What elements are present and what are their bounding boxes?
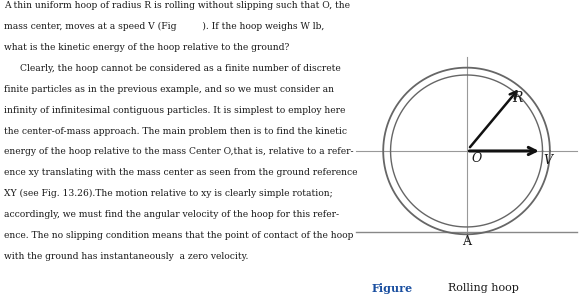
Text: Rolling hoop: Rolling hoop <box>448 283 518 293</box>
Text: mass center, moves at a speed V (Fig         ). If the hoop weighs W lb,: mass center, moves at a speed V (Fig ). … <box>4 22 324 31</box>
Text: with the ground has instantaneously  a zero velocity.: with the ground has instantaneously a ze… <box>4 252 248 261</box>
Text: A: A <box>462 235 471 248</box>
Text: Figure: Figure <box>372 283 413 294</box>
Text: finite particles as in the previous example, and so we must consider an: finite particles as in the previous exam… <box>4 85 333 94</box>
Text: infinity of infinitesimal contiguous particles. It is simplest to employ here: infinity of infinitesimal contiguous par… <box>4 106 345 115</box>
Text: energy of the hoop relative to the mass Center O,that is, relative to a refer-: energy of the hoop relative to the mass … <box>4 147 353 156</box>
Text: Clearly, the hoop cannot be considered as a finite number of discrete: Clearly, the hoop cannot be considered a… <box>20 64 340 73</box>
Text: ence xy translating with the mass center as seen from the ground reference: ence xy translating with the mass center… <box>4 168 357 177</box>
Text: accordingly, we must find the angular velocity of the hoop for this refer-: accordingly, we must find the angular ve… <box>4 210 339 219</box>
Text: V: V <box>543 154 552 167</box>
Text: A thin uniform hoop of radius R is rolling without slipping such that O, the: A thin uniform hoop of radius R is rolli… <box>4 2 350 10</box>
Text: R: R <box>512 91 523 105</box>
Text: the center-of-mass approach. The main problem then is to find the kinetic: the center-of-mass approach. The main pr… <box>4 127 346 135</box>
Text: XY (see Fig. 13.26).The motion relative to xy is clearly simple rotation;: XY (see Fig. 13.26).The motion relative … <box>4 189 332 198</box>
Text: O: O <box>472 152 481 165</box>
Text: ence. The no slipping condition means that the point of contact of the hoop: ence. The no slipping condition means th… <box>4 231 353 240</box>
Text: what is the kinetic energy of the hoop relative to the ground?: what is the kinetic energy of the hoop r… <box>4 43 289 52</box>
